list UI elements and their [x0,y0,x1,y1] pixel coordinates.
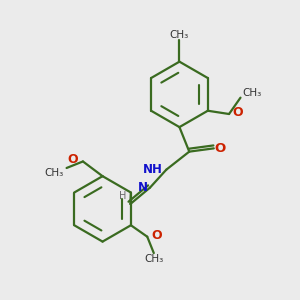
Text: CH₃: CH₃ [44,168,63,178]
Text: CH₃: CH₃ [170,29,189,40]
Text: CH₃: CH₃ [144,254,164,264]
Text: O: O [232,106,243,119]
Text: O: O [151,229,162,242]
Text: CH₃: CH₃ [242,88,261,98]
Text: NH: NH [143,163,163,176]
Text: H: H [119,191,127,201]
Text: O: O [215,142,226,155]
Text: N: N [138,181,148,194]
Text: O: O [68,153,78,166]
